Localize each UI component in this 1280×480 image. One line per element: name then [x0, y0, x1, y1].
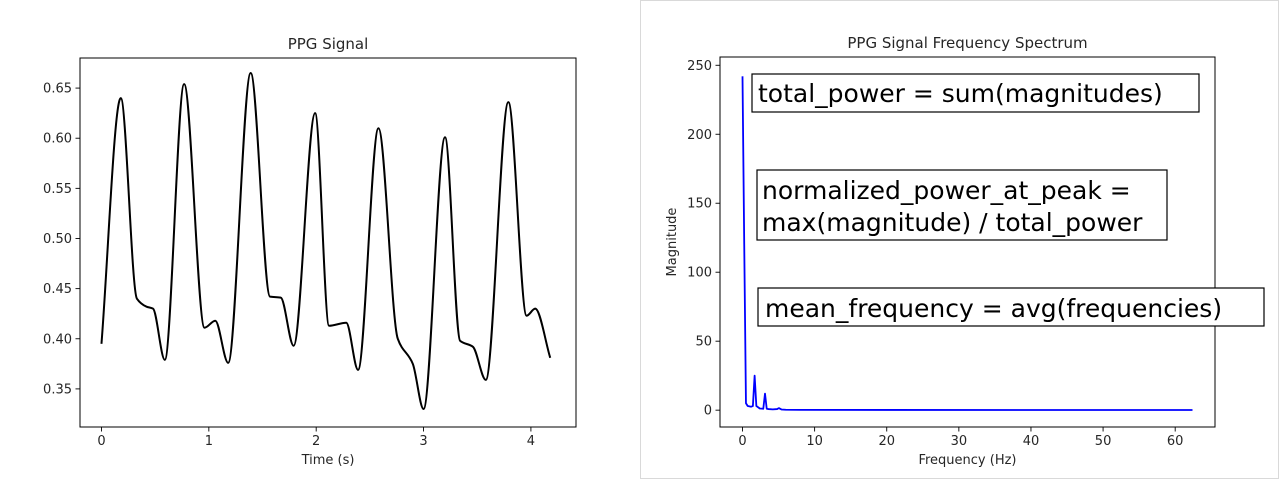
annotation-box-2 — [757, 287, 1265, 327]
x-tick-label: 0 — [738, 434, 746, 449]
ppg-signal-panel: PPG Signal 0 1 2 3 4 0.35 0.40 0.45 0.50 0.55 0.60 0… — [43, 35, 577, 468]
x-tick-label: 60 — [1167, 434, 1184, 449]
annotation-box-0 — [751, 73, 1200, 113]
x-tick-label: 10 — [806, 434, 823, 449]
x-tick-label: 2 — [312, 434, 320, 449]
frequency-spectrum-panel: PPG Signal Frequency Spectrum 0 10 20 30 40 50… — [640, 0, 1280, 480]
x-tick-label: 50 — [1095, 434, 1112, 449]
annotation-text: max(magnitude) / total_power — [762, 208, 1143, 237]
axes-frame — [79, 57, 577, 428]
y-tick-label: 0.65 — [43, 82, 72, 97]
y-tick-label: 0.50 — [43, 232, 72, 247]
x-tick-label: 3 — [419, 434, 427, 449]
x-tick-label: 20 — [878, 434, 895, 449]
y-tick-label: 0 — [704, 404, 712, 419]
x-tick-label: 40 — [1023, 434, 1040, 449]
y-tick-label: 100 — [687, 266, 712, 281]
x-tick-label: 0 — [97, 434, 105, 449]
x-tick-label: 4 — [527, 434, 535, 449]
ppg-signal-chart: PPG Signal 0 1 2 3 4 0.35 0.40 0.45 0.50 0.55 0.60 0… — [43, 35, 577, 468]
y-tick-label: 0.60 — [43, 132, 72, 147]
y-tick-label: 200 — [687, 128, 712, 143]
y-tick-label: 0.35 — [43, 382, 72, 397]
y-tick-label: 0.40 — [43, 332, 72, 347]
y-axis-label: Magnitude — [665, 208, 680, 277]
axes-frame — [719, 56, 1216, 428]
x-axis-label: Time (s) — [301, 453, 355, 468]
series-line-0 — [741, 76, 1193, 411]
chart-title: PPG Signal — [288, 35, 369, 53]
x-tick-label: 1 — [205, 434, 213, 449]
chart-title: PPG Signal Frequency Spectrum — [847, 34, 1087, 52]
annotation-text: normalized_power_at_peak = — [762, 176, 1131, 205]
annotation-text: mean_frequency = avg(frequencies) — [765, 294, 1222, 323]
x-tick-label: 30 — [951, 434, 968, 449]
series-line-0 — [100, 72, 552, 410]
annotation-text: total_power = sum(magnitudes) — [758, 79, 1163, 108]
annotation-box-1 — [756, 169, 1168, 241]
y-tick-label: 0.45 — [43, 282, 72, 297]
frequency-spectrum-chart: PPG Signal Frequency Spectrum 0 10 20 30 40 50… — [665, 34, 1265, 468]
x-axis-label: Frequency (Hz) — [918, 453, 1016, 468]
y-tick-label: 150 — [687, 197, 712, 212]
y-tick-label: 0.55 — [43, 182, 72, 197]
y-tick-label: 250 — [687, 59, 712, 74]
y-tick-label: 50 — [695, 335, 712, 350]
